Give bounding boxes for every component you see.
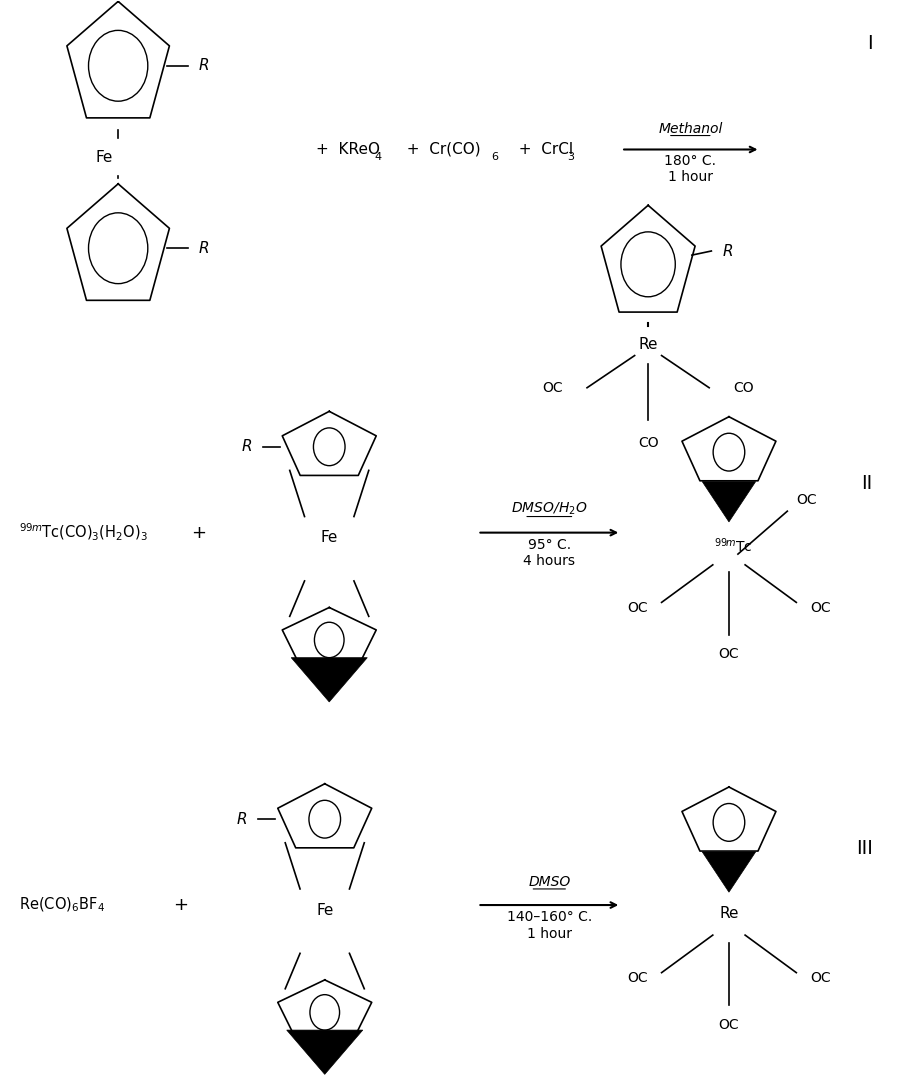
Text: Fe: Fe xyxy=(96,150,114,165)
Text: OC: OC xyxy=(810,971,831,985)
Text: OC: OC xyxy=(627,971,648,985)
Text: OC: OC xyxy=(796,494,817,508)
Text: 1 hour: 1 hour xyxy=(668,170,713,184)
Text: Re(CO)$_6$BF$_4$: Re(CO)$_6$BF$_4$ xyxy=(19,896,105,915)
Text: Fe: Fe xyxy=(321,530,338,546)
Text: R: R xyxy=(199,241,210,256)
Text: 180° C.: 180° C. xyxy=(664,154,716,168)
Text: +  KReO: + KReO xyxy=(315,142,379,157)
Text: CO: CO xyxy=(638,436,659,450)
Text: DMSO: DMSO xyxy=(528,875,570,889)
Polygon shape xyxy=(702,852,756,892)
Text: OC: OC xyxy=(719,1018,739,1032)
Text: OC: OC xyxy=(542,381,563,395)
Text: 3: 3 xyxy=(568,152,574,162)
Text: 1 hour: 1 hour xyxy=(527,926,572,940)
Text: Methanol: Methanol xyxy=(658,122,723,136)
Text: CO: CO xyxy=(733,381,754,395)
Text: $^{99m}$Tc: $^{99m}$Tc xyxy=(714,536,753,555)
Text: III: III xyxy=(856,838,873,858)
Text: OC: OC xyxy=(719,648,739,662)
Text: R: R xyxy=(199,58,210,73)
Text: 95° C.: 95° C. xyxy=(528,538,571,552)
Text: Fe: Fe xyxy=(316,903,333,918)
Polygon shape xyxy=(702,482,756,522)
Text: I: I xyxy=(867,33,873,53)
Text: 140–160° C.: 140–160° C. xyxy=(506,910,592,924)
Text: +: + xyxy=(192,524,206,541)
Text: +: + xyxy=(174,896,188,914)
Text: R: R xyxy=(241,439,251,454)
Text: OC: OC xyxy=(810,600,831,614)
Text: II: II xyxy=(861,473,873,493)
Text: 6: 6 xyxy=(491,152,498,162)
Polygon shape xyxy=(291,657,368,702)
Text: Re: Re xyxy=(639,337,658,352)
Text: R: R xyxy=(722,243,733,258)
Text: +  CrCl: + CrCl xyxy=(509,142,573,157)
Text: $^{99m}$Tc(CO)$_3$(H$_2$O)$_3$: $^{99m}$Tc(CO)$_3$(H$_2$O)$_3$ xyxy=(19,522,148,543)
Text: 4: 4 xyxy=(374,152,381,162)
Text: Re: Re xyxy=(719,906,739,921)
Text: R: R xyxy=(237,811,247,826)
Text: DMSO/H$_2$O: DMSO/H$_2$O xyxy=(511,500,587,516)
Text: +  Cr(CO): + Cr(CO) xyxy=(396,142,480,157)
Text: OC: OC xyxy=(627,600,648,614)
Polygon shape xyxy=(287,1030,363,1074)
Text: 4 hours: 4 hours xyxy=(523,554,576,568)
